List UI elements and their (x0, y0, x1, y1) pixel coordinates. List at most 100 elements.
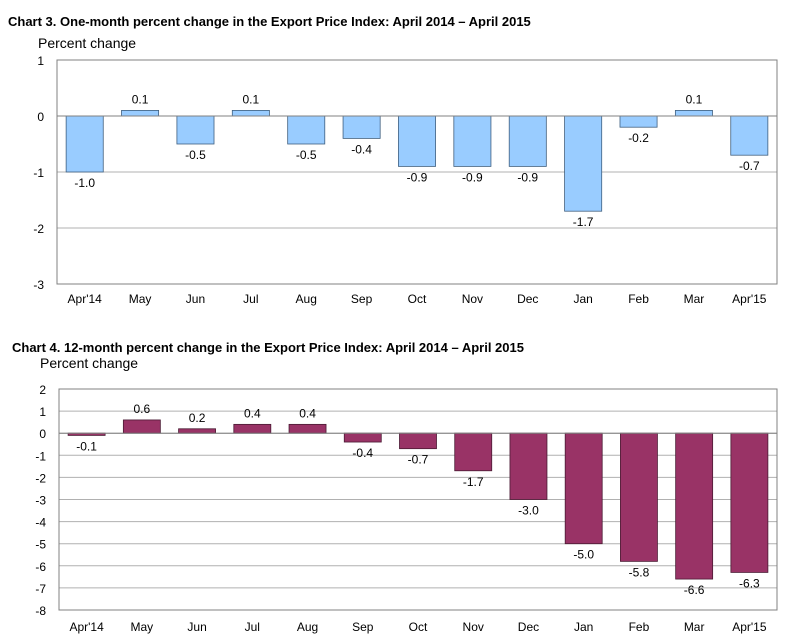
x-tick-label: Feb (629, 620, 650, 634)
x-tick-label: Feb (628, 292, 649, 306)
x-tick-label: Jan (574, 620, 593, 634)
y-tick-label: -8 (35, 604, 46, 618)
data-label: 0.4 (299, 406, 316, 420)
x-tick-label: Aug (296, 292, 317, 306)
data-label: 0.1 (132, 92, 149, 106)
data-label: 0.1 (686, 92, 703, 106)
bar-Apr'15 (730, 115, 769, 156)
bar-Oct (398, 115, 436, 167)
x-tick-label: Apr'14 (69, 620, 104, 634)
bar-Apr'15 (730, 432, 769, 573)
data-label: -0.7 (408, 453, 429, 467)
y-tick-label: 1 (39, 405, 46, 419)
y-axis-label: Percent change (38, 35, 136, 51)
bar-Dec (509, 432, 548, 500)
bar-May (122, 419, 161, 434)
x-tick-label: Mar (684, 620, 705, 634)
data-label: -0.9 (407, 170, 428, 184)
data-label: -5.8 (629, 565, 650, 579)
data-label: -0.4 (352, 446, 373, 460)
plot-area-border (58, 388, 778, 611)
data-label: -0.9 (462, 170, 483, 184)
data-label: -1.7 (573, 215, 594, 229)
y-tick-label: -7 (35, 582, 46, 596)
data-label: -6.6 (684, 583, 705, 597)
bar-Apr'14 (65, 115, 104, 173)
x-tick-label: Jul (245, 620, 260, 634)
data-label: -0.5 (296, 148, 317, 162)
bar-Mar (674, 110, 713, 117)
data-label: -0.4 (351, 142, 372, 156)
x-tick-label: Jun (187, 620, 206, 634)
x-tick-label: May (131, 620, 154, 634)
data-label: -0.5 (185, 148, 206, 162)
y-tick-label: 1 (37, 54, 44, 68)
bar-Nov (453, 115, 492, 167)
chart-title: Chart 3. One-month percent change in the… (8, 14, 531, 29)
x-tick-label: Apr'14 (68, 292, 103, 306)
x-tick-label: Oct (409, 620, 428, 634)
bar-Aug (287, 115, 326, 145)
x-tick-label: Sep (351, 292, 373, 306)
x-tick-label: Oct (408, 292, 427, 306)
bar-Mar (675, 432, 714, 580)
bar-Oct (399, 432, 437, 450)
x-tick-label: Jun (186, 292, 205, 306)
bar-Feb (619, 115, 658, 128)
y-tick-label: 0 (37, 110, 44, 124)
data-label: -0.2 (628, 131, 649, 145)
data-label: -0.1 (76, 439, 97, 453)
bar-Feb (620, 432, 658, 562)
data-label: -5.0 (573, 548, 594, 562)
bar-Jan (564, 115, 603, 212)
x-tick-label: Nov (463, 620, 484, 634)
plot-area-border (56, 59, 778, 285)
bar-Jul (231, 110, 270, 117)
x-tick-label: Jan (573, 292, 592, 306)
data-label: 0.4 (244, 406, 261, 420)
bar-Dec (508, 115, 547, 167)
y-tick-label: -4 (35, 516, 46, 530)
bar-Jul (233, 423, 272, 434)
y-tick-label: -3 (35, 494, 46, 508)
chart-title: Chart 4. 12-month percent change in the … (12, 340, 524, 355)
x-tick-label: Apr'15 (732, 292, 767, 306)
y-axis-label: Percent change (40, 355, 138, 371)
y-tick-label: -5 (35, 538, 46, 552)
data-label: -0.7 (739, 159, 760, 173)
x-tick-label: Mar (684, 292, 705, 306)
y-tick-label: -3 (33, 278, 44, 292)
x-tick-label: Apr'15 (732, 620, 767, 634)
data-label: -1.0 (74, 176, 95, 190)
data-label: 0.1 (243, 92, 260, 106)
bar-Jun (178, 428, 216, 434)
y-tick-label: -2 (35, 471, 46, 485)
bar-May (121, 110, 160, 117)
data-label: 0.6 (134, 402, 151, 416)
bar-Jan (564, 432, 603, 545)
y-tick-label: -2 (33, 222, 44, 236)
x-tick-label: Dec (517, 292, 538, 306)
data-label: 0.2 (189, 411, 206, 425)
data-label: -3.0 (518, 504, 539, 518)
x-tick-label: Nov (462, 292, 483, 306)
y-tick-label: -1 (33, 166, 44, 180)
x-tick-label: Dec (518, 620, 539, 634)
bar-Sep (342, 115, 381, 139)
x-tick-label: Sep (352, 620, 374, 634)
y-tick-label: 2 (39, 383, 46, 397)
y-tick-label: -6 (35, 560, 46, 574)
bar-Aug (288, 423, 327, 434)
bar-Nov (454, 432, 493, 472)
data-label: -6.3 (739, 576, 760, 590)
x-tick-label: Aug (297, 620, 318, 634)
bar-Sep (343, 432, 382, 443)
data-label: -1.7 (463, 475, 484, 489)
x-tick-label: Jul (243, 292, 258, 306)
x-tick-label: May (129, 292, 152, 306)
data-label: -0.9 (517, 170, 538, 184)
y-tick-label: -1 (35, 449, 46, 463)
bar-Jun (176, 115, 215, 145)
y-tick-label: 0 (39, 427, 46, 441)
